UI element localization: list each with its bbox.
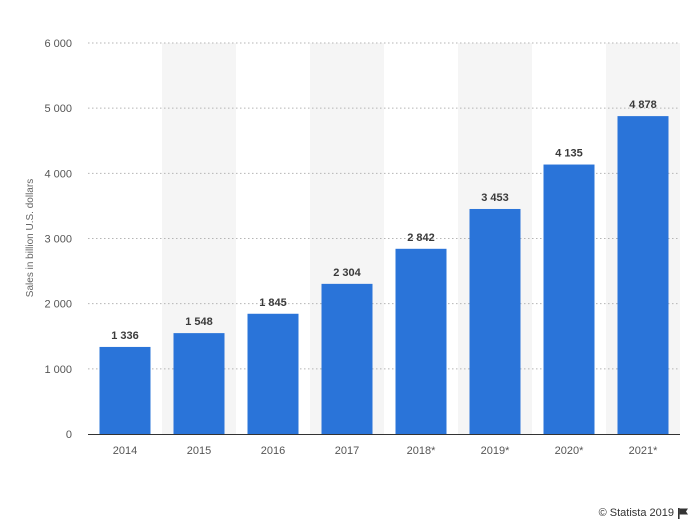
credit: © Statista 2019 (599, 507, 688, 519)
flag-icon[interactable] (678, 507, 688, 519)
data-labels: 1 336 1 548 1 845 2 304 2 842 3 453 4 135 4 878 (111, 99, 657, 342)
data-label: 2 304 (333, 267, 361, 279)
y-tick-label: 4 000 (44, 168, 72, 180)
y-axis-label: Sales in billion U.S. dollars (25, 179, 36, 297)
data-label: 3 453 (481, 192, 509, 204)
x-tick-label: 2015 (187, 445, 211, 457)
bar-2019*[interactable] (469, 208, 521, 434)
x-tick-label: 2017 (335, 445, 359, 457)
data-label: 1 336 (111, 330, 139, 342)
y-tick-label: 2 000 (44, 299, 72, 311)
data-label: 4 878 (629, 99, 657, 111)
bar-2021*[interactable] (617, 116, 669, 434)
y-tick-label: 0 (66, 429, 72, 441)
bar-2015[interactable] (173, 333, 225, 434)
bar-2018*[interactable] (395, 248, 447, 434)
x-axis-ticks: 2014 2015 2016 2017 2018* 2019* 2020* 2021* (113, 445, 658, 457)
bar-2020*[interactable] (543, 164, 595, 434)
data-label: 1 845 (259, 297, 287, 309)
credit-text[interactable]: © Statista 2019 (598, 507, 674, 519)
y-tick-label: 6 000 (44, 38, 72, 50)
x-tick-label: 2020* (555, 445, 584, 457)
bar-2014[interactable] (99, 346, 151, 434)
x-tick-label: 2018* (407, 445, 436, 457)
y-tick-label: 5 000 (44, 103, 72, 115)
data-label: 1 548 (185, 316, 213, 328)
x-tick-label: 2014 (113, 445, 137, 457)
x-tick-label: 2019* (481, 445, 510, 457)
x-tick-label: 2016 (261, 445, 285, 457)
x-tick-label: 2021* (629, 445, 658, 457)
bars (99, 116, 669, 434)
data-label: 4 135 (555, 148, 583, 160)
y-tick-label: 3 000 (44, 234, 72, 246)
bar-2016[interactable] (247, 313, 299, 434)
y-tick-label: 1 000 (44, 364, 72, 376)
data-label: 2 842 (407, 232, 435, 244)
bar-2017[interactable] (321, 283, 373, 434)
y-axis-ticks: 0 1 000 2 000 3 000 4 000 5 000 6 000 (44, 38, 72, 441)
